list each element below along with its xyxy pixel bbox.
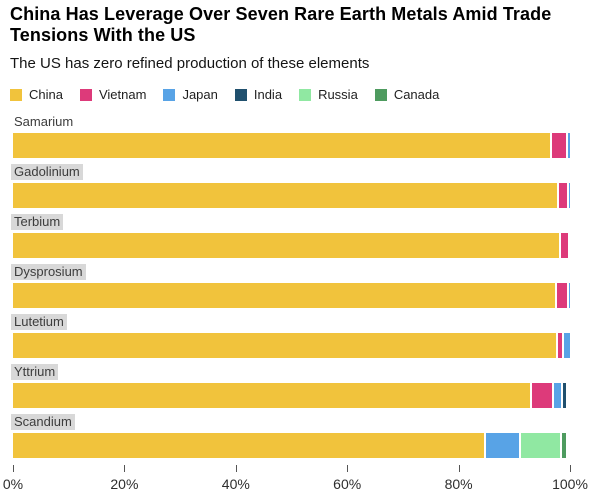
bar-segment-china (13, 133, 550, 158)
chart-row-samarium: Samarium (10, 113, 590, 158)
legend-label: India (253, 87, 283, 102)
bar-segment-india (560, 383, 566, 408)
legend: China Vietnam Japan India Russia Canada (10, 87, 590, 103)
legend-label: China (29, 87, 63, 102)
axis-tick-label: 40% (221, 476, 250, 492)
bar-segment-japan (552, 383, 561, 408)
stacked-bar (13, 333, 570, 358)
legend-swatch-icon (299, 89, 312, 101)
x-axis: 0% 20% 40% 60% 80% 100% (3, 465, 588, 497)
row-label: Scandium (11, 414, 75, 430)
legend-item-india: India (234, 87, 283, 102)
stacked-bar (13, 283, 570, 308)
legend-item-japan: Japan (163, 87, 218, 102)
bar-segment-japan (566, 133, 570, 158)
bar-segment-japan (566, 283, 570, 308)
stacked-bar (13, 183, 570, 208)
chart-rows: Samarium Gadolinium Terbium Dysprosium Lutet… (10, 113, 590, 458)
bar-segment-japan (567, 233, 570, 258)
legend-swatch-icon (10, 89, 22, 101)
axis-tick (570, 465, 571, 472)
row-label: Dysprosium (11, 264, 86, 280)
legend-item-russia: Russia (299, 88, 358, 102)
bar-segment-china (13, 333, 556, 358)
bar-segment-japan (567, 183, 570, 208)
chart-subtitle: The US has zero refined production of th… (10, 55, 370, 72)
bar-segment-vietnam (554, 283, 567, 308)
legend-swatch-icon (234, 89, 247, 101)
row-label: Samarium (14, 114, 74, 129)
legend-label: Vietnam (98, 87, 147, 102)
chart-row-terbium: Terbium (10, 213, 590, 258)
stacked-bar (13, 133, 570, 158)
bar-segment-russia (519, 433, 560, 458)
row-label: Gadolinium (11, 164, 83, 180)
chart-row-lutetium: Lutetium (10, 313, 590, 358)
bar-segment-china (13, 183, 557, 208)
legend-label: Russia (318, 87, 358, 102)
bar-segment-vietnam (555, 333, 563, 358)
bar-segment-canada (559, 433, 566, 458)
bar-segment-vietnam (556, 183, 568, 208)
bar-segment-japan (562, 333, 570, 358)
bar-segment-japan (483, 433, 520, 458)
chart-row-scandium: Scandium (10, 413, 590, 458)
axis-tick (124, 465, 126, 472)
legend-label: Canada (393, 87, 440, 102)
bar-segment-china (13, 233, 560, 258)
bar-segment-china (13, 383, 530, 408)
legend-item-canada: Canada (374, 87, 440, 102)
stacked-bar (13, 433, 570, 458)
stacked-bar (13, 233, 570, 258)
row-label: Lutetium (11, 314, 67, 330)
axis-tick (347, 465, 349, 472)
chart-title: China Has Leverage Over Seven Rare Earth… (10, 4, 552, 45)
axis-tick (13, 465, 14, 472)
legend-label: Japan (182, 87, 218, 102)
axis-tick-label: 100% (552, 476, 588, 492)
bar-segment-vietnam (529, 383, 553, 408)
legend-swatch-icon (163, 89, 176, 101)
axis-tick-label: 0% (2, 476, 24, 492)
row-label: Yttrium (11, 364, 59, 380)
axis-tick (458, 465, 460, 472)
chart-row-yttrium: Yttrium (10, 363, 590, 408)
chart-row-gadolinium: Gadolinium (10, 163, 590, 208)
bar-segment-vietnam (549, 133, 567, 158)
axis-tick-label: 60% (333, 476, 362, 492)
bar-segment-china (13, 283, 555, 308)
bar-segment-china (13, 433, 484, 458)
legend-swatch-icon (374, 89, 387, 101)
bar-segment-vietnam (559, 233, 568, 258)
axis-tick-label: 20% (110, 476, 139, 492)
axis-tick-label: 80% (444, 476, 473, 492)
legend-item-china: China (10, 88, 63, 102)
row-label: Terbium (11, 214, 64, 230)
legend-swatch-icon (79, 89, 92, 101)
chart-row-dysprosium: Dysprosium (10, 263, 590, 308)
legend-item-vietnam: Vietnam (79, 87, 147, 102)
stacked-bar (13, 383, 570, 408)
axis-tick (235, 465, 237, 472)
